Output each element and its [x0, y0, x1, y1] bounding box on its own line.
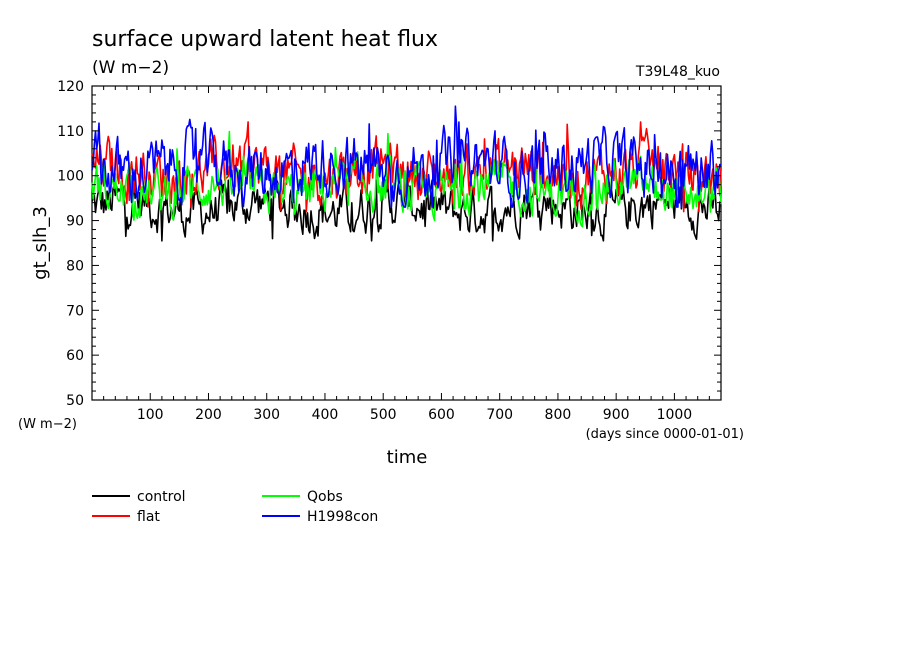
y-tick-label: 110 — [57, 124, 84, 140]
x-tick-label: 200 — [195, 407, 222, 423]
y-tick-label: 70 — [66, 303, 84, 319]
x-tick-label: 500 — [370, 407, 397, 423]
x-tick-label: 300 — [253, 407, 280, 423]
legend: control flat Qobs H1998con — [92, 489, 378, 525]
x-tick-label: 900 — [603, 407, 630, 423]
x-tick-label: 1000 — [657, 407, 693, 423]
legend-label-h1998con: H1998con — [307, 509, 378, 525]
legend-label-control: control — [137, 489, 186, 505]
chart-title: surface upward latent heat flux — [92, 27, 438, 52]
series-layer — [91, 105, 722, 242]
x-tick-label: 400 — [312, 407, 339, 423]
run-label: T39L48_kuo — [635, 64, 720, 80]
y-tick-label: 100 — [57, 169, 84, 185]
y-axis-units: (W m−2) — [18, 417, 77, 432]
x-tick-label: 600 — [428, 407, 455, 423]
x-tick-label: 800 — [545, 407, 572, 423]
x-axis-units: (days since 0000-01-01) — [586, 427, 744, 442]
legend-item-qobs: Qobs — [262, 489, 343, 505]
legend-item-flat: flat — [92, 509, 160, 525]
x-tick-label: 100 — [137, 407, 164, 423]
y-tick-label: 50 — [66, 393, 84, 409]
y-axis-ticks: 50 60 70 80 90 100 110 120 — [57, 79, 721, 409]
legend-item-h1998con: H1998con — [262, 509, 378, 525]
series-line-h1998con — [91, 105, 722, 208]
x-tick-label: 700 — [486, 407, 513, 423]
x-axis-ticks: 100 200 300 400 500 600 700 800 900 1000 — [103, 86, 710, 423]
legend-label-qobs: Qobs — [307, 489, 343, 505]
legend-label-flat: flat — [137, 509, 160, 525]
y-tick-label: 120 — [57, 79, 84, 95]
chart-subtitle: (W m−2) — [92, 58, 169, 78]
legend-item-control: control — [92, 489, 186, 505]
y-tick-label: 80 — [66, 258, 84, 274]
y-axis-label: gt_slh_3 — [30, 206, 51, 280]
y-tick-label: 60 — [66, 348, 84, 364]
x-axis-label: time — [387, 447, 428, 468]
y-tick-label: 90 — [66, 214, 84, 230]
